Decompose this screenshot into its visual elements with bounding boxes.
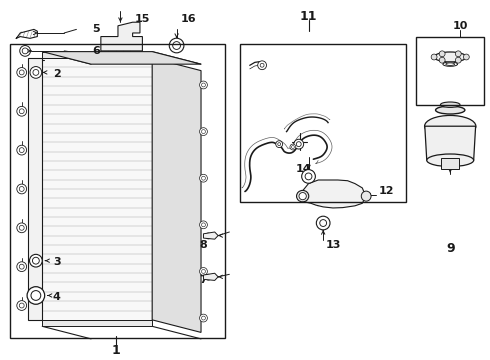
- Text: 14: 14: [296, 164, 312, 174]
- Polygon shape: [42, 51, 201, 64]
- Ellipse shape: [22, 48, 28, 54]
- Ellipse shape: [30, 67, 42, 78]
- Text: 15: 15: [135, 14, 150, 24]
- Polygon shape: [203, 232, 218, 239]
- Ellipse shape: [296, 142, 301, 147]
- Ellipse shape: [17, 184, 26, 194]
- Ellipse shape: [296, 190, 309, 202]
- Text: 16: 16: [181, 14, 196, 24]
- Polygon shape: [425, 126, 476, 160]
- Bar: [240, 44, 406, 202]
- Ellipse shape: [17, 68, 26, 77]
- Ellipse shape: [260, 63, 264, 67]
- Text: 5: 5: [92, 24, 100, 35]
- Ellipse shape: [19, 264, 24, 269]
- Text: 11: 11: [300, 10, 317, 23]
- Ellipse shape: [455, 51, 461, 57]
- Text: 1: 1: [111, 344, 120, 357]
- Ellipse shape: [199, 174, 207, 182]
- Ellipse shape: [299, 193, 306, 200]
- Text: 2: 2: [53, 69, 61, 79]
- Text: 7: 7: [199, 275, 207, 285]
- Ellipse shape: [199, 314, 207, 322]
- Ellipse shape: [201, 83, 205, 87]
- Ellipse shape: [205, 274, 211, 280]
- Ellipse shape: [20, 45, 30, 56]
- Ellipse shape: [431, 54, 437, 60]
- Ellipse shape: [464, 54, 469, 60]
- Ellipse shape: [427, 154, 474, 167]
- Ellipse shape: [201, 316, 205, 320]
- Ellipse shape: [439, 51, 445, 57]
- Ellipse shape: [292, 145, 294, 148]
- Ellipse shape: [205, 233, 211, 239]
- Ellipse shape: [19, 148, 24, 153]
- Ellipse shape: [305, 173, 312, 180]
- Bar: [10, 44, 225, 338]
- Ellipse shape: [446, 63, 455, 66]
- Ellipse shape: [19, 303, 24, 308]
- Ellipse shape: [19, 225, 24, 230]
- Ellipse shape: [441, 102, 460, 107]
- Ellipse shape: [302, 170, 316, 183]
- Ellipse shape: [32, 257, 39, 264]
- Ellipse shape: [27, 287, 45, 304]
- Ellipse shape: [434, 52, 466, 62]
- Ellipse shape: [201, 130, 205, 134]
- Text: 6: 6: [92, 46, 100, 56]
- Text: 13: 13: [325, 239, 341, 249]
- Ellipse shape: [199, 267, 207, 275]
- Ellipse shape: [455, 57, 461, 63]
- Ellipse shape: [19, 186, 24, 192]
- Ellipse shape: [17, 301, 26, 310]
- Ellipse shape: [424, 116, 476, 137]
- Text: 4: 4: [53, 292, 61, 302]
- Ellipse shape: [17, 145, 26, 155]
- Ellipse shape: [169, 38, 184, 53]
- Ellipse shape: [19, 109, 24, 114]
- Ellipse shape: [17, 262, 26, 271]
- Text: 8: 8: [199, 239, 207, 249]
- Ellipse shape: [276, 141, 283, 148]
- Ellipse shape: [201, 270, 205, 273]
- Bar: [441, 158, 459, 169]
- Bar: [27, 58, 42, 320]
- Bar: [42, 58, 152, 320]
- Ellipse shape: [258, 61, 267, 69]
- Polygon shape: [303, 180, 365, 208]
- Polygon shape: [203, 273, 218, 280]
- Bar: [42, 51, 152, 58]
- Ellipse shape: [201, 223, 205, 227]
- Text: 3: 3: [53, 257, 61, 267]
- Text: 10: 10: [452, 21, 467, 31]
- Ellipse shape: [294, 139, 304, 149]
- Text: 9: 9: [446, 242, 455, 255]
- Ellipse shape: [29, 255, 42, 267]
- Ellipse shape: [317, 216, 330, 230]
- Ellipse shape: [19, 70, 24, 75]
- Ellipse shape: [320, 220, 327, 226]
- Polygon shape: [101, 22, 143, 51]
- Ellipse shape: [17, 107, 26, 116]
- Ellipse shape: [278, 143, 281, 145]
- Ellipse shape: [199, 81, 207, 89]
- Ellipse shape: [172, 42, 180, 49]
- Bar: [42, 320, 152, 326]
- Ellipse shape: [201, 176, 205, 180]
- Ellipse shape: [439, 57, 445, 63]
- Ellipse shape: [436, 106, 465, 114]
- Bar: [416, 37, 485, 105]
- Ellipse shape: [199, 128, 207, 135]
- Polygon shape: [152, 58, 201, 332]
- Ellipse shape: [199, 221, 207, 229]
- Ellipse shape: [443, 62, 458, 66]
- Ellipse shape: [290, 144, 296, 150]
- Ellipse shape: [361, 191, 371, 201]
- Ellipse shape: [33, 69, 39, 75]
- Text: 12: 12: [379, 186, 394, 196]
- Ellipse shape: [31, 291, 41, 300]
- Ellipse shape: [17, 223, 26, 233]
